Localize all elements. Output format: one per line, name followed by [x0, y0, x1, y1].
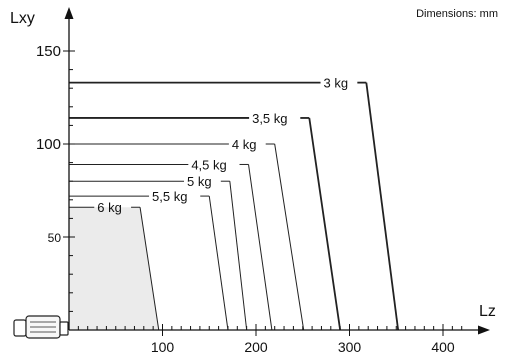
series-label: 6 kg [97, 200, 122, 215]
series-label: 3,5 kg [252, 111, 287, 126]
x-tick-label: 100 [151, 339, 175, 353]
series-6-kg: 6 kg [69, 200, 160, 331]
series-drop-line [139, 207, 160, 331]
series-3-5-kg: 3,5 kg [69, 111, 342, 331]
gripper-icon [13, 315, 69, 339]
series-3-kg: 3 kg [69, 76, 400, 331]
y-tick-label: 50 [48, 231, 62, 245]
series-drop-line [208, 196, 229, 331]
y-axis-label: Lxy [10, 10, 35, 27]
series-4-5-kg: 4,5 kg [69, 157, 273, 331]
six-kg-working-area [69, 207, 159, 330]
series-label: 4 kg [232, 137, 257, 152]
x-axis-arrow [478, 325, 490, 335]
x-tick-label: 200 [244, 339, 268, 353]
y-tick-label: 100 [36, 136, 61, 153]
y-tick-label: 150 [36, 43, 61, 60]
series-5-5-kg: 5,5 kg [69, 189, 229, 331]
series-label: 3 kg [324, 76, 349, 91]
series-drop-line [308, 117, 342, 331]
series-label: 5 kg [187, 174, 212, 189]
x-tick-label: 300 [338, 339, 362, 353]
series-drop-line [248, 164, 273, 331]
dimensions-note: Dimensions: mm [416, 8, 498, 20]
series-label: 4,5 kg [191, 157, 226, 172]
series-drop-line [274, 143, 305, 331]
series-4-kg: 4 kg [69, 137, 305, 331]
x-tick-label: 400 [431, 339, 455, 353]
series-drop-line [365, 82, 400, 331]
series-drop-line [229, 181, 248, 331]
series-5-kg: 5 kg [69, 174, 248, 331]
x-axis-label: Lz [479, 303, 496, 320]
series-label: 5,5 kg [152, 189, 187, 204]
y-axis-arrow [64, 7, 74, 19]
